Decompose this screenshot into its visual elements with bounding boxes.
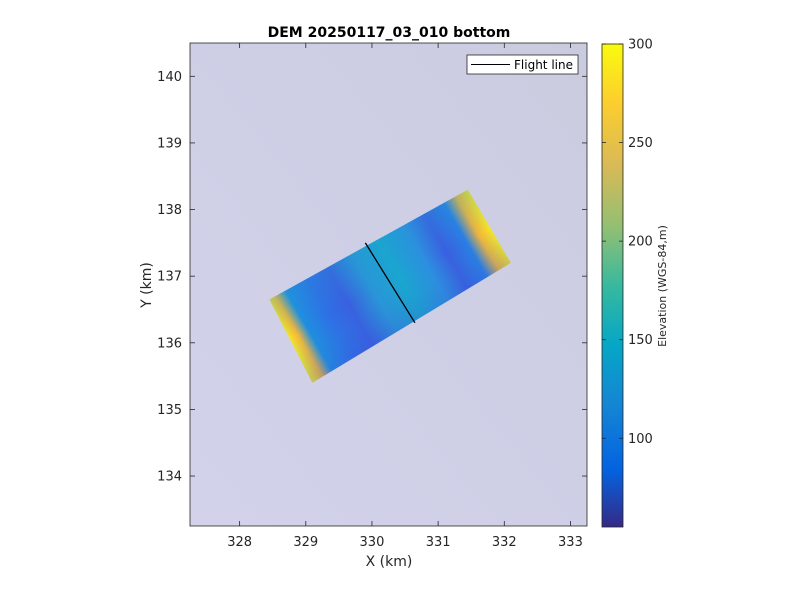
x-axis-label: X (km) bbox=[366, 554, 413, 570]
colorbar-scale bbox=[601, 43, 624, 528]
y-tick-label: 136 bbox=[157, 336, 182, 351]
plot-frame bbox=[189, 42, 588, 527]
y-tick-label: 137 bbox=[157, 270, 182, 285]
colorbar-tick-label: 100 bbox=[628, 432, 653, 447]
flight-line bbox=[364, 242, 416, 324]
y-axis-ticks: 134 135 136 137 138 139 140 bbox=[157, 70, 587, 485]
y-tick-label: 134 bbox=[157, 470, 182, 485]
y-axis-label: Y (km) bbox=[139, 262, 155, 309]
x-tick-label: 332 bbox=[492, 535, 517, 550]
x-tick-label: 330 bbox=[360, 535, 385, 550]
y-tick-label: 140 bbox=[157, 70, 182, 85]
colorbar-ticks: 100 150 200 250 300 bbox=[602, 38, 653, 447]
y-tick-label: 138 bbox=[157, 203, 182, 218]
colorbar-label: Elevation (WGS-84,m) bbox=[656, 225, 669, 347]
y-tick-label: 135 bbox=[157, 403, 182, 418]
x-axis-ticks: 328 329 330 331 332 333 bbox=[227, 43, 583, 550]
x-tick-label: 328 bbox=[227, 535, 252, 550]
dem-raster-layer bbox=[269, 189, 511, 383]
colorbar-tick-label: 250 bbox=[628, 136, 653, 151]
legend-entry-flight-line: Flight line bbox=[514, 58, 573, 72]
x-tick-label: 329 bbox=[293, 535, 318, 550]
chart-title: DEM 20250117_03_010 bottom bbox=[268, 25, 511, 41]
legend-box bbox=[466, 54, 579, 75]
colorbar-tick-label: 200 bbox=[628, 235, 653, 250]
x-tick-label: 331 bbox=[426, 535, 451, 550]
y-tick-label: 139 bbox=[157, 136, 182, 151]
colorbar-tick-label: 300 bbox=[628, 38, 653, 53]
colorbar-tick-label: 150 bbox=[628, 333, 653, 348]
x-tick-label: 333 bbox=[558, 535, 583, 550]
colorbar: 100 150 200 250 300 Elevation (WGS-84,m) bbox=[601, 38, 669, 528]
legend: Flight line bbox=[466, 54, 579, 75]
dem-swath-shading bbox=[269, 189, 511, 383]
